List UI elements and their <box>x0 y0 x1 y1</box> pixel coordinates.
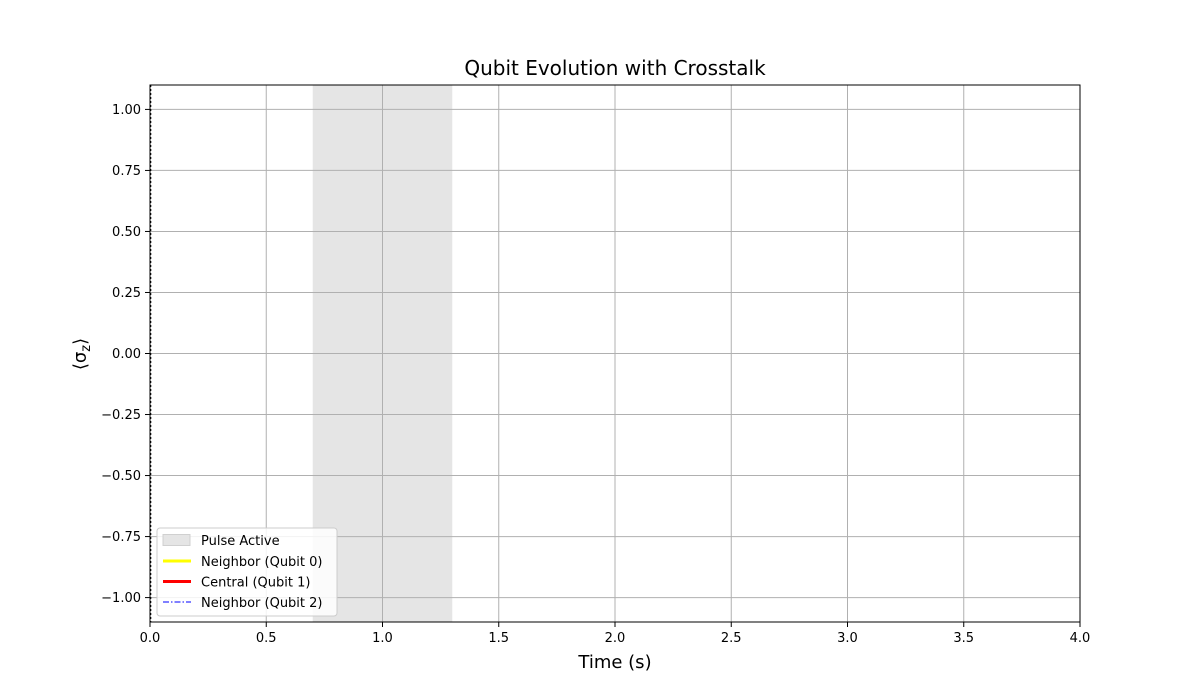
legend-label-neighbor-qubit-0: Neighbor (Qubit 0) <box>201 555 323 570</box>
y-tick-label: −0.50 <box>101 469 141 484</box>
x-tick-label: 4.0 <box>1070 631 1091 646</box>
y-axis-label-base: ⟨σ <box>70 352 91 370</box>
legend-frame <box>156 527 338 617</box>
y-tick-label: 0.25 <box>112 286 141 301</box>
y-tick-label: 0.50 <box>112 225 141 240</box>
y-axis-label-subscript: z <box>79 345 94 352</box>
x-tick-label: 1.0 <box>372 631 393 646</box>
x-axis-label: Time (s) <box>577 652 651 673</box>
legend-label-neighbor-qubit-2: Neighbor (Qubit 2) <box>201 596 323 611</box>
x-tick-label: 2.5 <box>721 631 742 646</box>
y-tick-label: −0.25 <box>101 408 141 423</box>
legend: Pulse Active Neighbor (Qubit 0) Central … <box>156 527 338 617</box>
x-tick-label: 0.5 <box>256 631 277 646</box>
y-tick-label: 0.00 <box>112 347 141 362</box>
x-tick-label: 3.0 <box>837 631 858 646</box>
y-tick-label: −1.00 <box>101 591 141 606</box>
y-axis-label-close: ⟩ <box>70 338 91 345</box>
legend-label-pulse-active: Pulse Active <box>201 534 280 549</box>
ticks-layer: 0.0 0.5 1.0 1.5 2.0 2.5 3.0 3.5 4.0 1.00 0.75 0.50 0… <box>101 103 1090 646</box>
legend-label-central-qubit-1: Central (Qubit 1) <box>201 576 310 591</box>
chart-title: Qubit Evolution with Crosstalk <box>464 56 766 80</box>
y-axis-label: ⟨σz⟩ <box>70 338 94 370</box>
x-tick-label: 0.0 <box>140 631 161 646</box>
legend-swatch-pulse-active <box>162 534 191 546</box>
y-tick-label: 1.00 <box>112 103 141 118</box>
y-tick-label: 0.75 <box>112 164 141 179</box>
x-tick-label: 3.5 <box>953 631 974 646</box>
x-tick-label: 2.0 <box>605 631 626 646</box>
x-tick-label: 1.5 <box>488 631 509 646</box>
y-tick-label: −0.75 <box>101 530 141 545</box>
